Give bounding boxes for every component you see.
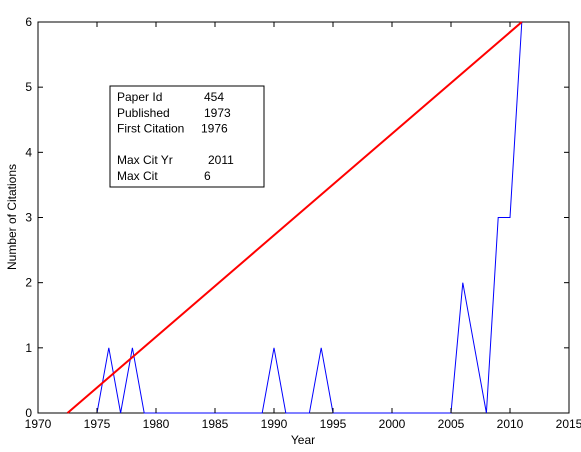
y-axis-ticks: 0 1 2 3 4 5 6 — [25, 15, 569, 420]
info-box: Paper Id 454 Published 1973 First Citation 19… — [109, 85, 265, 188]
y-tick-label: 2 — [25, 276, 32, 290]
y-tick-label: 6 — [25, 15, 32, 29]
y-tick-label: 1 — [25, 341, 32, 355]
info-value: 6 — [204, 169, 211, 183]
y-axis-label: Number of Citations — [5, 164, 19, 270]
x-tick-label: 1970 — [25, 417, 52, 431]
y-tick-label: 3 — [25, 211, 32, 225]
x-axis-label: Year — [291, 433, 315, 447]
x-tick-label: 2015 — [556, 417, 581, 431]
y-tick-label: 5 — [25, 80, 32, 94]
info-lines: Paper Id 454 Published 1973 First Citation 19… — [117, 90, 234, 183]
y-tick-label: 0 — [25, 406, 32, 420]
x-tick-label: 2000 — [379, 417, 406, 431]
info-label: Max Cit — [117, 169, 158, 183]
info-label: Published — [117, 106, 170, 120]
x-tick-label: 1990 — [261, 417, 288, 431]
series-line-1 — [96, 21, 523, 414]
x-tick-label: 2010 — [497, 417, 524, 431]
x-tick-label: 1995 — [320, 417, 347, 431]
info-value: 1973 — [204, 106, 231, 120]
x-tick-label: 1985 — [202, 417, 229, 431]
x-axis-ticks: 1970 1975 1980 1985 1990 1995 2000 2005 2010 2015 — [25, 22, 581, 431]
info-label: Paper Id — [117, 90, 162, 104]
x-tick-label: 1975 — [84, 417, 111, 431]
info-value: 454 — [204, 90, 224, 104]
series-line-2 — [66, 21, 523, 414]
x-tick-label: 2005 — [438, 417, 465, 431]
plot-area — [37, 21, 570, 414]
info-value: 2011 — [208, 153, 234, 167]
info-value: 1976 — [201, 122, 228, 136]
info-box-frame — [109, 85, 265, 188]
series-layer — [66, 21, 523, 414]
x-tick-label: 1980 — [143, 417, 170, 431]
info-label: Max Cit Yr — [117, 153, 173, 167]
y-tick-label: 4 — [25, 145, 32, 159]
info-label: First Citation — [117, 122, 184, 136]
